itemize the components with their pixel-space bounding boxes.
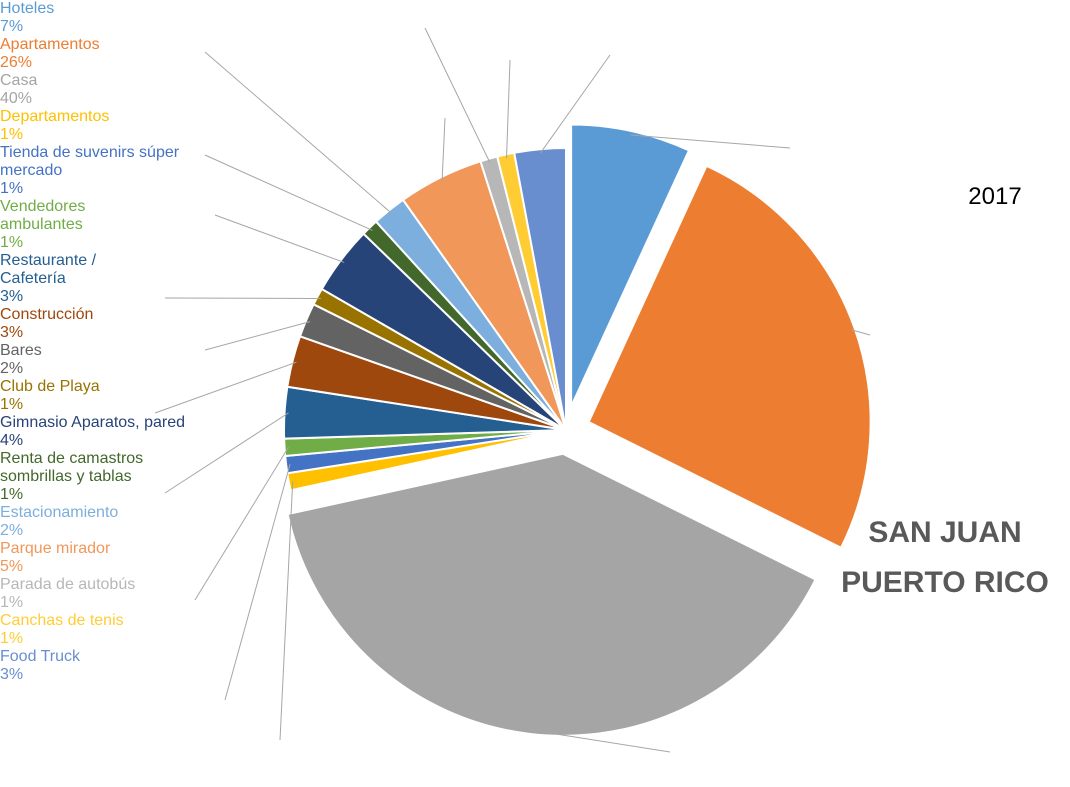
value-label: 1% xyxy=(0,180,24,197)
category-label: Casa xyxy=(0,72,38,89)
value-label: 5% xyxy=(0,558,24,575)
leader-line xyxy=(279,481,294,741)
value-label: 1% xyxy=(0,630,24,647)
data-label: Parada de autobús 1% xyxy=(0,576,200,612)
value-label: 2% xyxy=(0,522,24,539)
year-annotation: 2017 xyxy=(968,183,1022,210)
category-label: Renta de camastros sombrillas y tablas xyxy=(0,450,144,485)
data-label: Hoteles 7% xyxy=(0,0,120,36)
value-label: 1% xyxy=(0,126,24,143)
value-label: 1% xyxy=(0,234,24,251)
pie-slice xyxy=(587,164,872,550)
category-label: Gimnasio Aparatos, pared xyxy=(0,414,185,431)
category-label: Hoteles xyxy=(0,0,55,17)
category-label: Food Truck xyxy=(0,648,81,665)
data-label: Restaurante / Cafetería 3% xyxy=(0,252,140,306)
value-label: 3% xyxy=(0,324,24,341)
value-label: 3% xyxy=(0,666,24,683)
data-label: Vendedores ambulantes 1% xyxy=(0,198,130,252)
leader-line xyxy=(164,412,289,494)
pie-slice xyxy=(570,123,691,407)
data-label: Renta de camastros sombrillas y tablas 1% xyxy=(0,450,215,504)
value-label: 26% xyxy=(0,54,33,71)
data-label: Casa 40% xyxy=(0,72,80,108)
category-label: Tienda de suvenirs súper mercado xyxy=(0,144,180,179)
data-label: Bares 2% xyxy=(0,342,70,378)
leader-line xyxy=(424,27,491,163)
data-label: Canchas de tenis 1% xyxy=(0,612,180,648)
leader-line xyxy=(630,134,791,149)
value-label: 40% xyxy=(0,90,33,107)
data-label: Estacionamiento 2% xyxy=(0,504,200,540)
category-label: Parque mirador xyxy=(0,540,111,557)
value-label: 7% xyxy=(0,18,24,35)
leader-line xyxy=(539,54,611,154)
leader-line xyxy=(441,117,446,182)
data-label: Gimnasio Aparatos, pared 4% xyxy=(0,414,200,450)
leader-line xyxy=(214,214,345,263)
leader-line xyxy=(204,51,393,214)
value-label: 1% xyxy=(0,594,24,611)
leader-line xyxy=(850,329,871,336)
category-label: Bares xyxy=(0,342,42,359)
place-annotation: SAN JUAN PUERTO RICO xyxy=(841,516,1049,599)
data-label: Tienda de suvenirs súper mercado 1% xyxy=(0,144,190,198)
value-label: 1% xyxy=(0,396,24,413)
data-label: Construcción 3% xyxy=(0,306,160,342)
leader-line xyxy=(204,154,373,231)
leader-line xyxy=(528,729,671,753)
leader-line xyxy=(154,361,297,414)
category-label: Construcción xyxy=(0,306,94,323)
pie-slice xyxy=(513,146,567,431)
value-label: 3% xyxy=(0,288,24,305)
value-label: 4% xyxy=(0,432,24,449)
category-label: Apartamentos xyxy=(0,36,100,53)
leader-line xyxy=(194,446,289,601)
category-label: Departamentos xyxy=(0,108,110,125)
data-label: Apartamentos 26% xyxy=(0,36,150,72)
category-label: Parada de autobús xyxy=(0,576,136,593)
category-label: Canchas de tenis xyxy=(0,612,124,629)
data-label: Food Truck 3% xyxy=(0,648,130,684)
category-label: Restaurante / Cafetería xyxy=(0,252,97,287)
category-label: Vendedores ambulantes xyxy=(0,198,86,233)
pie-slice xyxy=(286,452,817,737)
leader-line xyxy=(224,464,291,701)
leader-line xyxy=(204,321,311,351)
value-label: 2% xyxy=(0,360,24,377)
category-label: Club de Playa xyxy=(0,378,100,395)
data-label: Parque mirador 5% xyxy=(0,540,180,576)
category-label: Estacionamiento xyxy=(0,504,119,521)
value-label: 1% xyxy=(0,486,24,503)
data-label: Departamentos 1% xyxy=(0,108,180,144)
data-label: Club de Playa 1% xyxy=(0,378,160,414)
leader-line xyxy=(506,59,511,159)
